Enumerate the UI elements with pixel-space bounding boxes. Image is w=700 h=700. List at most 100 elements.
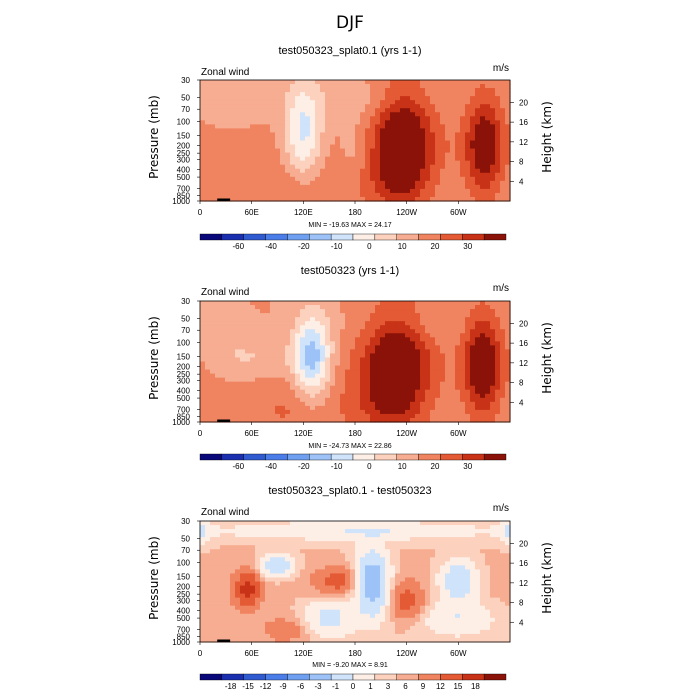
contour-cell [495,305,501,310]
contour-cell [475,549,481,554]
contour-cell [495,104,501,109]
contour-cell [375,325,381,330]
contour-cell [225,92,231,97]
contour-cell [360,100,366,105]
contour-cell [200,172,206,178]
contour-cell [460,409,466,415]
contour-cell [280,148,286,154]
contour-cell [340,84,346,89]
contour-cell [395,529,401,534]
contour-cell [445,557,451,562]
contour-cell [225,365,231,371]
contour-cell [465,136,471,142]
contour-cell [450,413,456,419]
contour-cell [270,373,276,379]
contour-cell [305,305,311,310]
contour-cell [490,317,496,322]
contour-cell [295,557,301,562]
contour-cell [350,96,356,101]
contour-cell [420,144,426,150]
contour-cell [370,545,376,550]
contour-cell [490,525,496,530]
contour-cell [400,317,406,322]
contour-cell [440,172,446,178]
contour-cell [475,152,481,158]
contour-cell [385,180,391,186]
contour-cell [445,184,451,190]
contour-cell [345,365,351,371]
contour-cell [470,369,476,375]
contour-cell [320,168,326,174]
contour-cell [260,589,266,595]
contour-cell [255,369,261,375]
contour-cell [415,409,421,415]
contour-cell [330,305,336,310]
contour-cell [290,188,296,194]
contour-cell [285,369,291,375]
contour-cell [260,409,266,415]
contour-cell [285,545,291,550]
contour-cell [270,341,276,346]
contour-cell [210,309,216,314]
contour-cell [255,96,261,101]
contour-cell [415,120,421,125]
contour-cell [350,349,356,355]
contour-cell [450,565,456,570]
contour-cell [430,529,436,534]
contour-cell [410,88,416,93]
contour-cell [430,309,436,314]
colorbar-swatch [199,453,223,461]
contour-cell [355,180,361,186]
contour-cell [425,405,431,411]
contour-cell [285,417,291,423]
contour-cell [295,365,301,371]
contour-cell [345,541,351,546]
contour-cell [405,401,411,407]
contour-cell [375,317,381,322]
contour-cell [225,80,231,85]
colorbar-swatch [265,233,288,241]
contour-cell [420,108,426,113]
contour-cell [395,401,401,407]
contour-cell [220,533,226,538]
contour-cell [300,417,306,423]
contour-cell [260,417,266,423]
contour-cell [310,156,316,162]
panel-title: test050323_splat0.1 (yrs 1-1) [278,45,421,57]
contour-cell [435,373,441,379]
contour-cell [295,585,301,591]
contour-cell [355,176,361,182]
colorbar-swatch [287,453,310,461]
contour-cell [500,172,506,178]
contour-cell [500,553,506,558]
contour-cell [405,168,411,174]
contour-cell [390,565,396,570]
contour-cell [275,92,281,97]
contour-cell [250,573,256,579]
contour-cell [380,148,386,154]
contour-cell [455,569,461,575]
contour-cell [380,305,386,310]
contour-cell [495,136,501,142]
contour-cell [205,537,211,542]
contour-cell [435,405,441,411]
contour-cell [230,377,236,383]
contour-cell [365,577,371,583]
contour-cell [440,565,446,570]
contour-cell [440,545,446,550]
contour-cell [300,585,306,591]
contour-cell [255,533,261,538]
contour-cell [495,337,501,342]
contour-cell [360,385,366,391]
contour-cell [440,581,446,587]
contour-cell [505,180,511,186]
contour-cell [355,409,361,415]
contour-cell [390,313,396,318]
contour-cell [390,577,396,583]
contour-cell [200,573,206,579]
contour-cell [410,144,416,150]
contour-cell [475,525,481,530]
contour-cell [345,313,351,318]
contour-cell [410,116,416,121]
contour-cell [270,176,276,182]
